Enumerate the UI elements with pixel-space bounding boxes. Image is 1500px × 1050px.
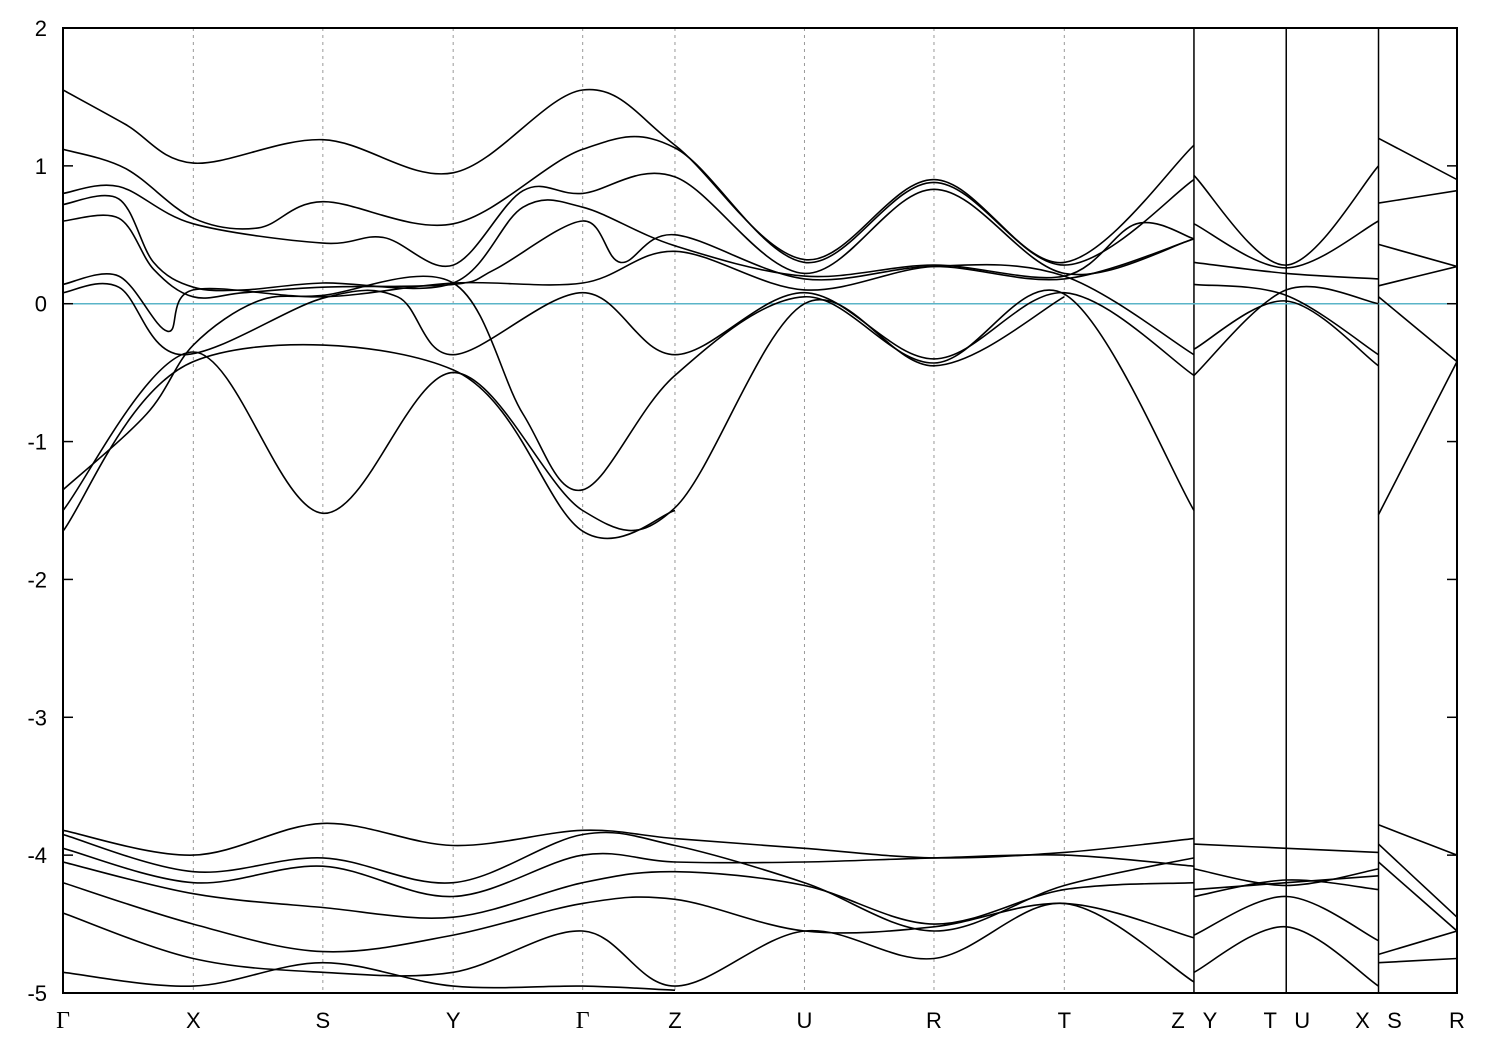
y-tick-label: -1 (27, 430, 47, 455)
band-line (1378, 243, 1457, 268)
y-tick-label: -2 (27, 567, 47, 592)
kpoint-label: S (1387, 1008, 1402, 1033)
band-line (63, 822, 1195, 859)
band-line (63, 961, 676, 991)
band-line (1193, 220, 1379, 269)
kpoint-label: Y (446, 1008, 461, 1033)
band-line (1377, 843, 1457, 918)
band-line (63, 847, 1195, 898)
plot-frame (62, 27, 1458, 994)
kpoint-label: U (797, 1008, 813, 1033)
kpoint-label: Z (668, 1008, 681, 1033)
kpoint-label: Γ (576, 1008, 590, 1034)
band-line (63, 861, 1195, 925)
kpoint-label: S (315, 1008, 330, 1033)
band-line (1193, 165, 1380, 266)
kpoint-label: R (1449, 1008, 1465, 1033)
kpoint-label: Γ (56, 1008, 70, 1034)
band-line (1377, 861, 1457, 932)
band-line (63, 172, 1195, 276)
band-line (1193, 879, 1379, 898)
y-axis-ticks: -5 -4 -3 -2 -1 0 1 2 (27, 16, 1457, 1006)
kpoint-label: U (1294, 1008, 1310, 1033)
kpoint-label: X (1355, 1008, 1370, 1033)
band-line (1193, 285, 1379, 376)
band-line (1378, 137, 1457, 181)
band-line (63, 88, 1195, 264)
kpoint-label: X (186, 1008, 201, 1033)
band-line (1193, 300, 1379, 367)
band-line (1193, 925, 1379, 987)
band-line (1378, 957, 1457, 964)
band-line (1193, 843, 1379, 854)
y-tick-label: -3 (27, 705, 47, 730)
kpoint-label: Y (1203, 1008, 1218, 1033)
band-line (1378, 189, 1457, 204)
band-line (63, 214, 1195, 299)
band-line (1193, 875, 1379, 891)
band-line (63, 902, 1195, 987)
band-line (63, 881, 1195, 953)
band-line (63, 343, 676, 540)
y-tick-label: -5 (27, 981, 47, 1006)
kpoint-label: R (926, 1008, 942, 1033)
band-line (1378, 265, 1457, 287)
y-tick-label: -4 (27, 843, 47, 868)
band-line (63, 275, 1195, 511)
band-series-group (63, 88, 1457, 991)
band-line (63, 296, 1065, 532)
y-tick-label: 1 (35, 154, 47, 179)
kpoint-label: T (1058, 1008, 1071, 1033)
band-line (63, 282, 1195, 377)
band-line (1377, 296, 1457, 363)
band-line (1378, 824, 1457, 856)
kpoint-grid-lines (192, 28, 1380, 993)
y-tick-label: 0 (35, 292, 47, 317)
band-line (1193, 868, 1379, 887)
band-line (1377, 361, 1457, 515)
band-line (63, 194, 1195, 292)
band-line (1193, 283, 1379, 356)
kpoint-label: Z (1171, 1008, 1184, 1033)
band-line (1193, 261, 1379, 280)
band-line (1193, 895, 1379, 942)
kpoint-label: T (1264, 1008, 1277, 1033)
y-tick-label: 2 (35, 16, 47, 41)
band-line (1378, 930, 1457, 956)
band-line (63, 135, 1195, 266)
band-line (63, 250, 1195, 356)
